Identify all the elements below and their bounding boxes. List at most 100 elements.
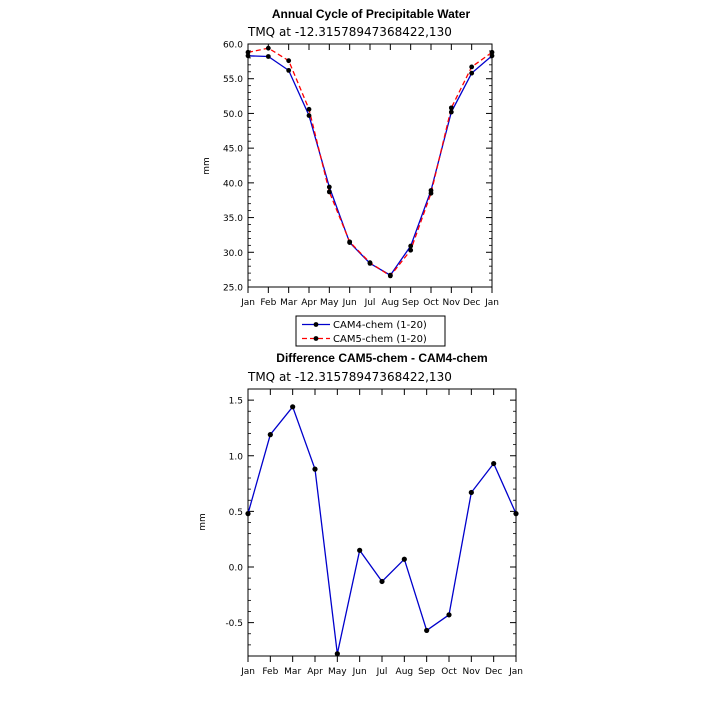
data-point <box>469 64 475 70</box>
data-point <box>267 432 273 438</box>
data-point <box>491 460 497 467</box>
y-tick-label: 1.0 <box>229 452 244 462</box>
y-tick-label: 0.0 <box>229 564 244 574</box>
x-tick-label: Aug <box>396 667 414 677</box>
axis-ticks <box>247 388 517 662</box>
y-tick-label: 35.0 <box>223 214 243 224</box>
data-point <box>489 53 495 59</box>
data-point <box>379 578 385 585</box>
data-point <box>286 67 292 73</box>
y-tick-label: 45.0 <box>223 145 243 155</box>
data-point <box>245 510 251 517</box>
legend-label-cam5: CAM5-chem (1-20) <box>333 334 427 345</box>
data-point <box>367 260 373 266</box>
y-tick-label: 40.0 <box>223 179 243 189</box>
x-tick-label: Apr <box>307 667 323 677</box>
chart-subtitle: TMQ at -12.31578947368422,130 <box>247 25 452 39</box>
y-tick-label: -0.5 <box>225 619 243 629</box>
data-point <box>424 627 430 634</box>
plot-frame <box>247 388 517 657</box>
series-line-0 <box>247 405 517 654</box>
y-tick-label: 25.0 <box>223 284 243 294</box>
x-tick-label: May <box>328 667 347 677</box>
legend-label-cam4: CAM4-chem (1-20) <box>333 320 427 331</box>
data-point <box>306 113 312 118</box>
data-point <box>245 53 251 59</box>
x-tick-label: Jan <box>508 667 523 677</box>
series-line-1 <box>247 47 493 277</box>
y-tick-label: 50.0 <box>223 110 243 120</box>
x-tick-label: Jan <box>240 667 255 677</box>
data-point <box>290 404 296 410</box>
data-point <box>513 510 519 517</box>
chart-annual-cycle: Annual Cycle of Precipitable Water TMQ a… <box>202 7 499 347</box>
x-tick-label: Oct <box>441 667 457 677</box>
x-tick-labels: Jan Feb Mar Apr May Jun Jul Aug Sep Oct Nov Dec Jan <box>240 667 523 677</box>
y-tick-label: 60.0 <box>223 41 243 51</box>
data-point <box>387 273 393 279</box>
data-point <box>489 49 495 55</box>
y-axis-label: mm <box>202 157 212 175</box>
chart-title: Annual Cycle of Precipitable Water <box>272 7 471 21</box>
data-series <box>245 404 519 657</box>
x-tick-label: Mar <box>284 667 301 677</box>
data-point <box>448 109 454 115</box>
x-tick-label: Feb <box>260 298 276 308</box>
legend-marker-cam4 <box>313 322 319 327</box>
data-point <box>306 106 312 112</box>
legend-box <box>295 315 446 347</box>
data-point <box>428 190 434 196</box>
x-tick-label: Jul <box>376 667 388 677</box>
y-tick-label: 1.5 <box>229 397 243 407</box>
x-tick-label: Feb <box>262 667 278 677</box>
data-point <box>334 651 340 657</box>
x-tick-label: May <box>320 298 339 308</box>
axis-ticks <box>247 43 493 293</box>
x-tick-labels: Jan Feb Mar Apr May Jun Jul Aug Sep Oct Nov Dec Jan <box>240 298 499 308</box>
x-tick-label: Jun <box>352 667 367 677</box>
x-tick-label: Nov <box>463 667 481 677</box>
data-point <box>446 612 452 618</box>
x-tick-label: Apr <box>301 298 317 308</box>
data-point <box>448 105 454 111</box>
data-point <box>469 70 475 76</box>
x-tick-label: Aug <box>382 298 400 308</box>
data-point <box>468 489 474 496</box>
data-point <box>312 466 318 472</box>
chart-difference: Difference CAM5-chem - CAM4-chem TMQ at … <box>198 351 523 677</box>
data-point <box>357 547 363 553</box>
y-tick-label: 55.0 <box>223 75 243 85</box>
x-tick-label: Sep <box>418 667 435 677</box>
x-tick-label: Nov <box>443 298 461 308</box>
legend: CAM4-chem (1-20) CAM5-chem (1-20) <box>295 315 446 347</box>
data-point <box>245 49 251 55</box>
x-tick-label: Mar <box>280 298 297 308</box>
x-tick-label: Jan <box>240 298 255 308</box>
data-point <box>347 239 353 245</box>
x-tick-label: Jul <box>364 298 376 308</box>
x-tick-label: Sep <box>402 298 419 308</box>
data-point <box>408 247 414 253</box>
data-point <box>286 58 292 64</box>
legend-marker-cam5 <box>313 336 319 341</box>
y-tick-label: 30.0 <box>223 249 243 259</box>
x-tick-label: Dec <box>485 667 502 677</box>
chart-title: Difference CAM5-chem - CAM4-chem <box>276 351 487 365</box>
data-point <box>408 243 414 249</box>
x-tick-label: Jan <box>484 298 499 308</box>
data-series <box>245 45 495 279</box>
chart-subtitle: TMQ at -12.31578947368422,130 <box>247 370 452 384</box>
data-point <box>265 54 271 59</box>
series-line-0 <box>247 55 493 277</box>
data-point <box>326 189 332 195</box>
y-tick-labels: 1.5 1.0 0.5 0.0 -0.5 <box>225 397 243 630</box>
data-point <box>401 556 407 562</box>
x-tick-label: Dec <box>463 298 480 308</box>
plot-frame <box>247 43 493 288</box>
y-tick-labels: 60.0 55.0 50.0 45.0 40.0 35.0 30.0 25.0 <box>223 41 243 294</box>
data-point <box>326 184 332 190</box>
data-point <box>265 45 271 51</box>
x-tick-label: Oct <box>423 298 439 308</box>
y-tick-label: 0.5 <box>229 508 243 518</box>
